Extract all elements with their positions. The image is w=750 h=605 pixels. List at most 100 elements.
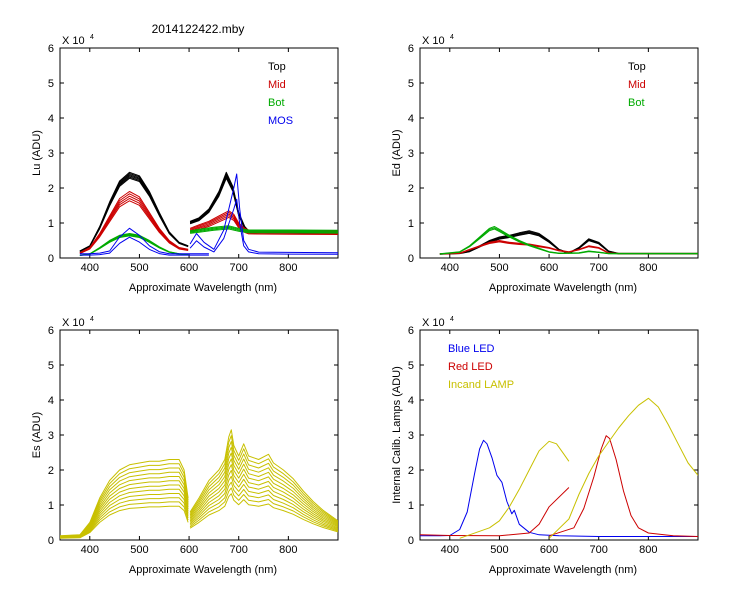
lamps-series-incand-lamp-line: [459, 440, 570, 539]
lu-series-bot-line: [190, 228, 338, 234]
lu-legend-entry: Bot: [268, 97, 285, 109]
ed-xtick-label: 400: [441, 262, 459, 274]
ed-ytick-label: 3: [408, 148, 414, 160]
lamps-series-blue-led-line: [420, 439, 698, 537]
lu-series-top-line: [189, 174, 338, 234]
es-series-es-line: [189, 487, 338, 532]
lamps-chart: 400 500 600 700 800 0 1 2 3 4 5 6 X 10 4 Approximate W…: [391, 316, 699, 576]
es-xtick-label: 600: [180, 544, 198, 556]
lamps-ytick-label: 3: [408, 430, 414, 442]
es-series-es-line: [189, 458, 338, 527]
figure-title: 2014122422.mby: [152, 22, 245, 36]
lu-ytick-label: 0: [48, 253, 54, 265]
lu-xtick-label: 400: [81, 262, 99, 274]
ed-legend-entry: Top: [628, 61, 646, 73]
lu-xtick-label: 800: [279, 262, 297, 274]
lu-ylabel: Lu (ADU): [31, 130, 43, 176]
es-ytick-label: 3: [48, 430, 54, 442]
es-xtick-label: 800: [279, 544, 297, 556]
es-series-es-line: [60, 497, 189, 539]
lamps-xtick-label: 400: [441, 544, 459, 556]
ed-legend-entry: Bot: [628, 97, 645, 109]
lamps-ytick-label: 2: [408, 465, 414, 477]
lamps-legend-entry: Blue LED: [448, 343, 495, 355]
es-ytick-label: 0: [48, 535, 54, 547]
lamps-series-incand-lamp-line: [548, 397, 698, 539]
es-series-es-line: [60, 480, 189, 538]
lamps-xlabel: Approximate Wavelength (nm): [489, 564, 637, 576]
lu-plot-area: [79, 171, 338, 256]
ed-series-top-line: [439, 230, 698, 255]
ed-plot-frame: [419, 47, 699, 259]
lu-chart: 400 500 600 700 800 0 1 2 3 4 5 6 X 10 4 Approximate W…: [31, 34, 339, 294]
lamps-series-red-led-line: [420, 487, 570, 537]
ed-exponent-power: 4: [450, 34, 454, 41]
es-series-es-line: [60, 505, 189, 539]
lamps-legend-entry: Red LED: [448, 361, 493, 373]
lu-plot-frame: [59, 47, 339, 259]
lu-ytick-label: 6: [48, 43, 54, 55]
es-xtick-label: 700: [230, 544, 248, 556]
ed-xtick-label: 500: [490, 262, 508, 274]
lu-series-mid-line: [189, 216, 338, 235]
es-ytick-label: 4: [48, 395, 54, 407]
es-xtick-label: 400: [81, 544, 99, 556]
lamps-legend-entry: Incand LAMP: [448, 379, 514, 391]
ed-xlabel: Approximate Wavelength (nm): [489, 282, 637, 294]
lu-series-mos-line: [79, 236, 209, 256]
es-series-es-line: [60, 501, 189, 539]
ed-ytick-label: 4: [408, 113, 414, 125]
es-series-es-line: [189, 446, 338, 525]
lamps-ytick-label: 0: [408, 535, 414, 547]
lu-series-mos-line: [189, 173, 338, 254]
lamps-xtick-label: 500: [490, 544, 508, 556]
lu-ytick-label: 1: [48, 218, 54, 230]
es-ytick-label: 2: [48, 465, 54, 477]
lu-series-bot-line: [190, 225, 338, 232]
lamps-plot-area: [420, 397, 698, 539]
lamps-ytick-label: 1: [408, 500, 414, 512]
lu-series-top-line: [189, 177, 338, 235]
es-series-es-line: [60, 476, 189, 538]
ed-ytick-label: 1: [408, 218, 414, 230]
lu-legend-entry: Top: [268, 61, 286, 73]
lamps-exponent-label: X 10: [422, 317, 445, 329]
lamps-ytick-label: 6: [408, 325, 414, 337]
es-series-es-line: [189, 464, 338, 528]
lu-exponent-power: 4: [90, 34, 94, 41]
lamps-ytick-label: 4: [408, 395, 414, 407]
es-plot-area: [60, 429, 338, 539]
lu-xlabel: Approximate Wavelength (nm): [129, 282, 277, 294]
es-series-es-line: [189, 475, 338, 530]
es-exponent-power: 4: [90, 316, 94, 323]
lu-series-mid-line: [79, 200, 189, 254]
ed-series-bot-line: [439, 227, 698, 255]
lamps-xtick-label: 600: [540, 544, 558, 556]
lu-ytick-label: 4: [48, 113, 54, 125]
lu-exponent-label: X 10: [62, 35, 85, 47]
es-exponent-label: X 10: [62, 317, 85, 329]
lamps-ytick-label: 5: [408, 360, 414, 372]
ed-exponent-label: X 10: [422, 35, 445, 47]
es-series-es-line: [189, 469, 338, 529]
ed-xtick-label: 800: [639, 262, 657, 274]
lu-series-bot-line: [190, 227, 338, 233]
es-series-es-line: [189, 435, 338, 523]
es-series-es-line: [60, 493, 189, 539]
ed-series-mid-line: [439, 241, 698, 255]
ed-ytick-label: 5: [408, 78, 414, 90]
lu-series-mos-line: [189, 198, 338, 255]
lu-ytick-label: 2: [48, 183, 54, 195]
lu-series-bot-line: [79, 235, 189, 256]
es-series-es-line: [189, 493, 338, 533]
lu-series-top-line: [79, 177, 189, 252]
es-series-es-line: [60, 488, 189, 538]
lu-legend-entry: Mid: [268, 79, 286, 91]
es-series-es-line: [60, 463, 189, 537]
ed-ytick-label: 2: [408, 183, 414, 195]
lamps-exponent-power: 4: [450, 316, 454, 323]
lu-legend-entry: MOS: [268, 115, 293, 127]
es-ytick-label: 6: [48, 325, 54, 337]
